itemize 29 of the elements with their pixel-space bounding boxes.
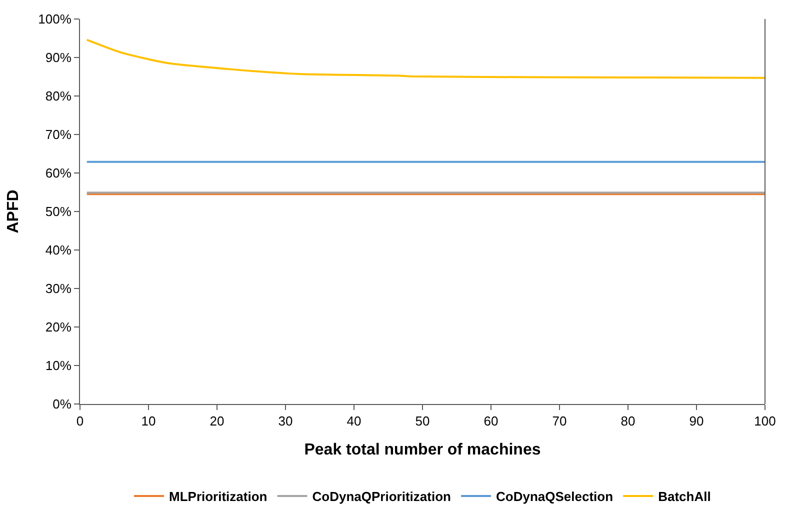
y-tick-label: 10% bbox=[45, 358, 72, 374]
x-tick-label: 30 bbox=[278, 414, 293, 429]
y-tick-label: 60% bbox=[45, 166, 72, 181]
y-axis-title: APFD bbox=[5, 190, 22, 234]
x-tick-label: 100 bbox=[754, 414, 776, 429]
y-tick-label: 70% bbox=[45, 127, 72, 142]
y-tick-label: 90% bbox=[45, 50, 72, 66]
legend-label: CoDynaQPrioritization bbox=[312, 489, 452, 504]
legend-label: CoDynaQSelection bbox=[496, 489, 614, 504]
x-axis-title: Peak total number of machines bbox=[304, 441, 541, 458]
x-tick-label: 90 bbox=[689, 414, 704, 429]
legend-label: BatchAll bbox=[658, 489, 711, 504]
y-tick-label: 50% bbox=[45, 204, 72, 220]
y-tick-label: 80% bbox=[45, 88, 72, 104]
x-tick-label: 40 bbox=[346, 414, 362, 429]
y-tick-label: 20% bbox=[45, 320, 72, 335]
line-series bbox=[86, 38, 765, 79]
y-tick-label: 30% bbox=[45, 281, 72, 296]
y-tick-label: 100% bbox=[38, 12, 72, 27]
x-tick-label: 10 bbox=[141, 414, 156, 429]
x-tick-label: 70 bbox=[552, 414, 567, 429]
x-tick-label: 80 bbox=[620, 414, 636, 429]
legend-label: MLPrioritization bbox=[169, 489, 268, 504]
x-tick-label: 20 bbox=[210, 414, 224, 429]
y-tick-label: 40% bbox=[45, 242, 72, 258]
x-tick-label: 0 bbox=[76, 414, 84, 429]
y-tick-label: 0% bbox=[52, 396, 72, 412]
x-tick-label: 60 bbox=[484, 414, 498, 429]
x-tick-label: 50 bbox=[415, 414, 430, 429]
